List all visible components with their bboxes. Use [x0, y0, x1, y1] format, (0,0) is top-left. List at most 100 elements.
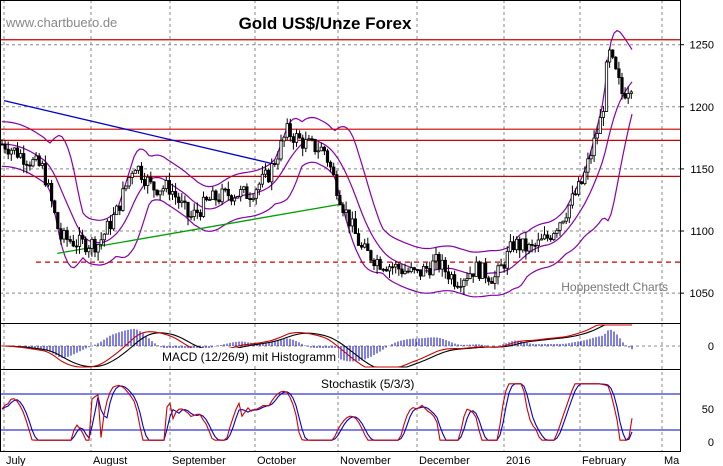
candle-body — [232, 197, 237, 202]
candle-body — [239, 189, 243, 198]
candle-body — [170, 191, 175, 195]
candle-body — [74, 245, 78, 248]
candle-body — [620, 77, 624, 95]
candle-body — [604, 61, 609, 112]
candle-body — [505, 250, 509, 269]
candle-body — [198, 212, 202, 217]
candle-body — [421, 266, 426, 277]
candle-body — [304, 139, 308, 149]
candle-body — [508, 241, 513, 252]
month-label: December — [419, 455, 470, 466]
month-label: September — [172, 455, 226, 466]
candle-body — [366, 243, 370, 252]
candle-body — [552, 233, 556, 241]
candle-body — [369, 250, 373, 261]
candle-body — [127, 177, 131, 187]
candle-body — [452, 274, 457, 287]
candle-body — [124, 185, 128, 190]
candle-body — [502, 264, 506, 269]
candle-body — [558, 222, 562, 231]
candle-body — [338, 195, 342, 206]
candle-body — [341, 204, 345, 213]
candle-body — [149, 176, 153, 183]
candle-body — [99, 239, 103, 245]
candle-body — [105, 220, 109, 235]
candle-body — [50, 182, 54, 202]
candle-body — [521, 238, 525, 251]
candle-body — [183, 200, 187, 203]
candle-body — [394, 263, 398, 268]
price-tick-label: 1200 — [690, 102, 714, 114]
candle-body — [161, 188, 165, 192]
candle-body — [480, 262, 485, 279]
candle-body — [195, 209, 199, 213]
candle-body — [235, 196, 240, 199]
candle-body — [201, 196, 206, 217]
candle-body — [43, 163, 48, 186]
stoch-tick-label: 0 — [708, 437, 714, 449]
candle-body — [285, 123, 289, 138]
candle-body — [415, 269, 420, 272]
candle-body — [263, 169, 268, 175]
candle-body — [626, 93, 630, 99]
candle-body — [375, 259, 379, 267]
candle-body — [437, 253, 441, 270]
candle-body — [462, 279, 466, 287]
candle-body — [511, 241, 516, 251]
candle-body — [527, 244, 531, 252]
candle-body — [397, 263, 401, 270]
candle-body — [536, 239, 540, 246]
candle-body — [146, 176, 150, 186]
candle-body — [403, 270, 407, 275]
candle-body — [555, 229, 559, 234]
candle-body — [496, 265, 500, 278]
candle-body — [301, 137, 305, 149]
candle-body — [564, 217, 568, 222]
credit-label: Hoppenstedt Charts — [561, 280, 668, 294]
candle-body — [297, 133, 302, 139]
candle-body — [18, 153, 23, 158]
candle-body — [291, 136, 296, 143]
macd-signal-line — [2, 324, 632, 368]
candle-body — [586, 158, 590, 173]
candle-body — [211, 190, 215, 200]
candle-body — [483, 262, 488, 279]
candle-body — [288, 123, 292, 138]
candle-body — [316, 150, 320, 153]
candle-body — [40, 163, 44, 166]
candle-body — [378, 259, 382, 270]
candle-body — [260, 173, 265, 185]
candle-body — [56, 212, 60, 230]
stoch-label: Stochastik (5/3/3) — [321, 377, 414, 391]
month-label: 2016 — [506, 455, 530, 466]
candle-body — [328, 161, 333, 168]
candle-body — [372, 259, 376, 267]
candle-body — [344, 209, 348, 213]
candle-body — [359, 245, 364, 248]
candle-body — [539, 238, 544, 241]
candle-body — [533, 244, 537, 247]
candle-body — [142, 179, 147, 186]
candle-body — [400, 268, 404, 275]
candle-body — [15, 147, 20, 158]
candle-body — [59, 228, 63, 240]
price-candles — [0, 47, 633, 295]
candle-body — [353, 218, 358, 234]
candle-body — [81, 234, 85, 240]
bollinger-bands — [1, 29, 633, 298]
down-trend-line — [3, 99, 274, 165]
bollinger-upper — [1, 29, 633, 253]
candle-body — [118, 205, 122, 211]
candle-body — [425, 266, 429, 269]
candle-body — [31, 159, 35, 167]
trend-lines — [3, 99, 344, 255]
candle-body — [477, 261, 482, 279]
candle-body — [573, 193, 578, 196]
candle-body — [608, 49, 612, 63]
candle-body — [22, 153, 26, 165]
candle-body — [325, 150, 330, 163]
candle-body — [332, 166, 336, 176]
candle-body — [319, 146, 323, 152]
candle-body — [279, 140, 283, 160]
